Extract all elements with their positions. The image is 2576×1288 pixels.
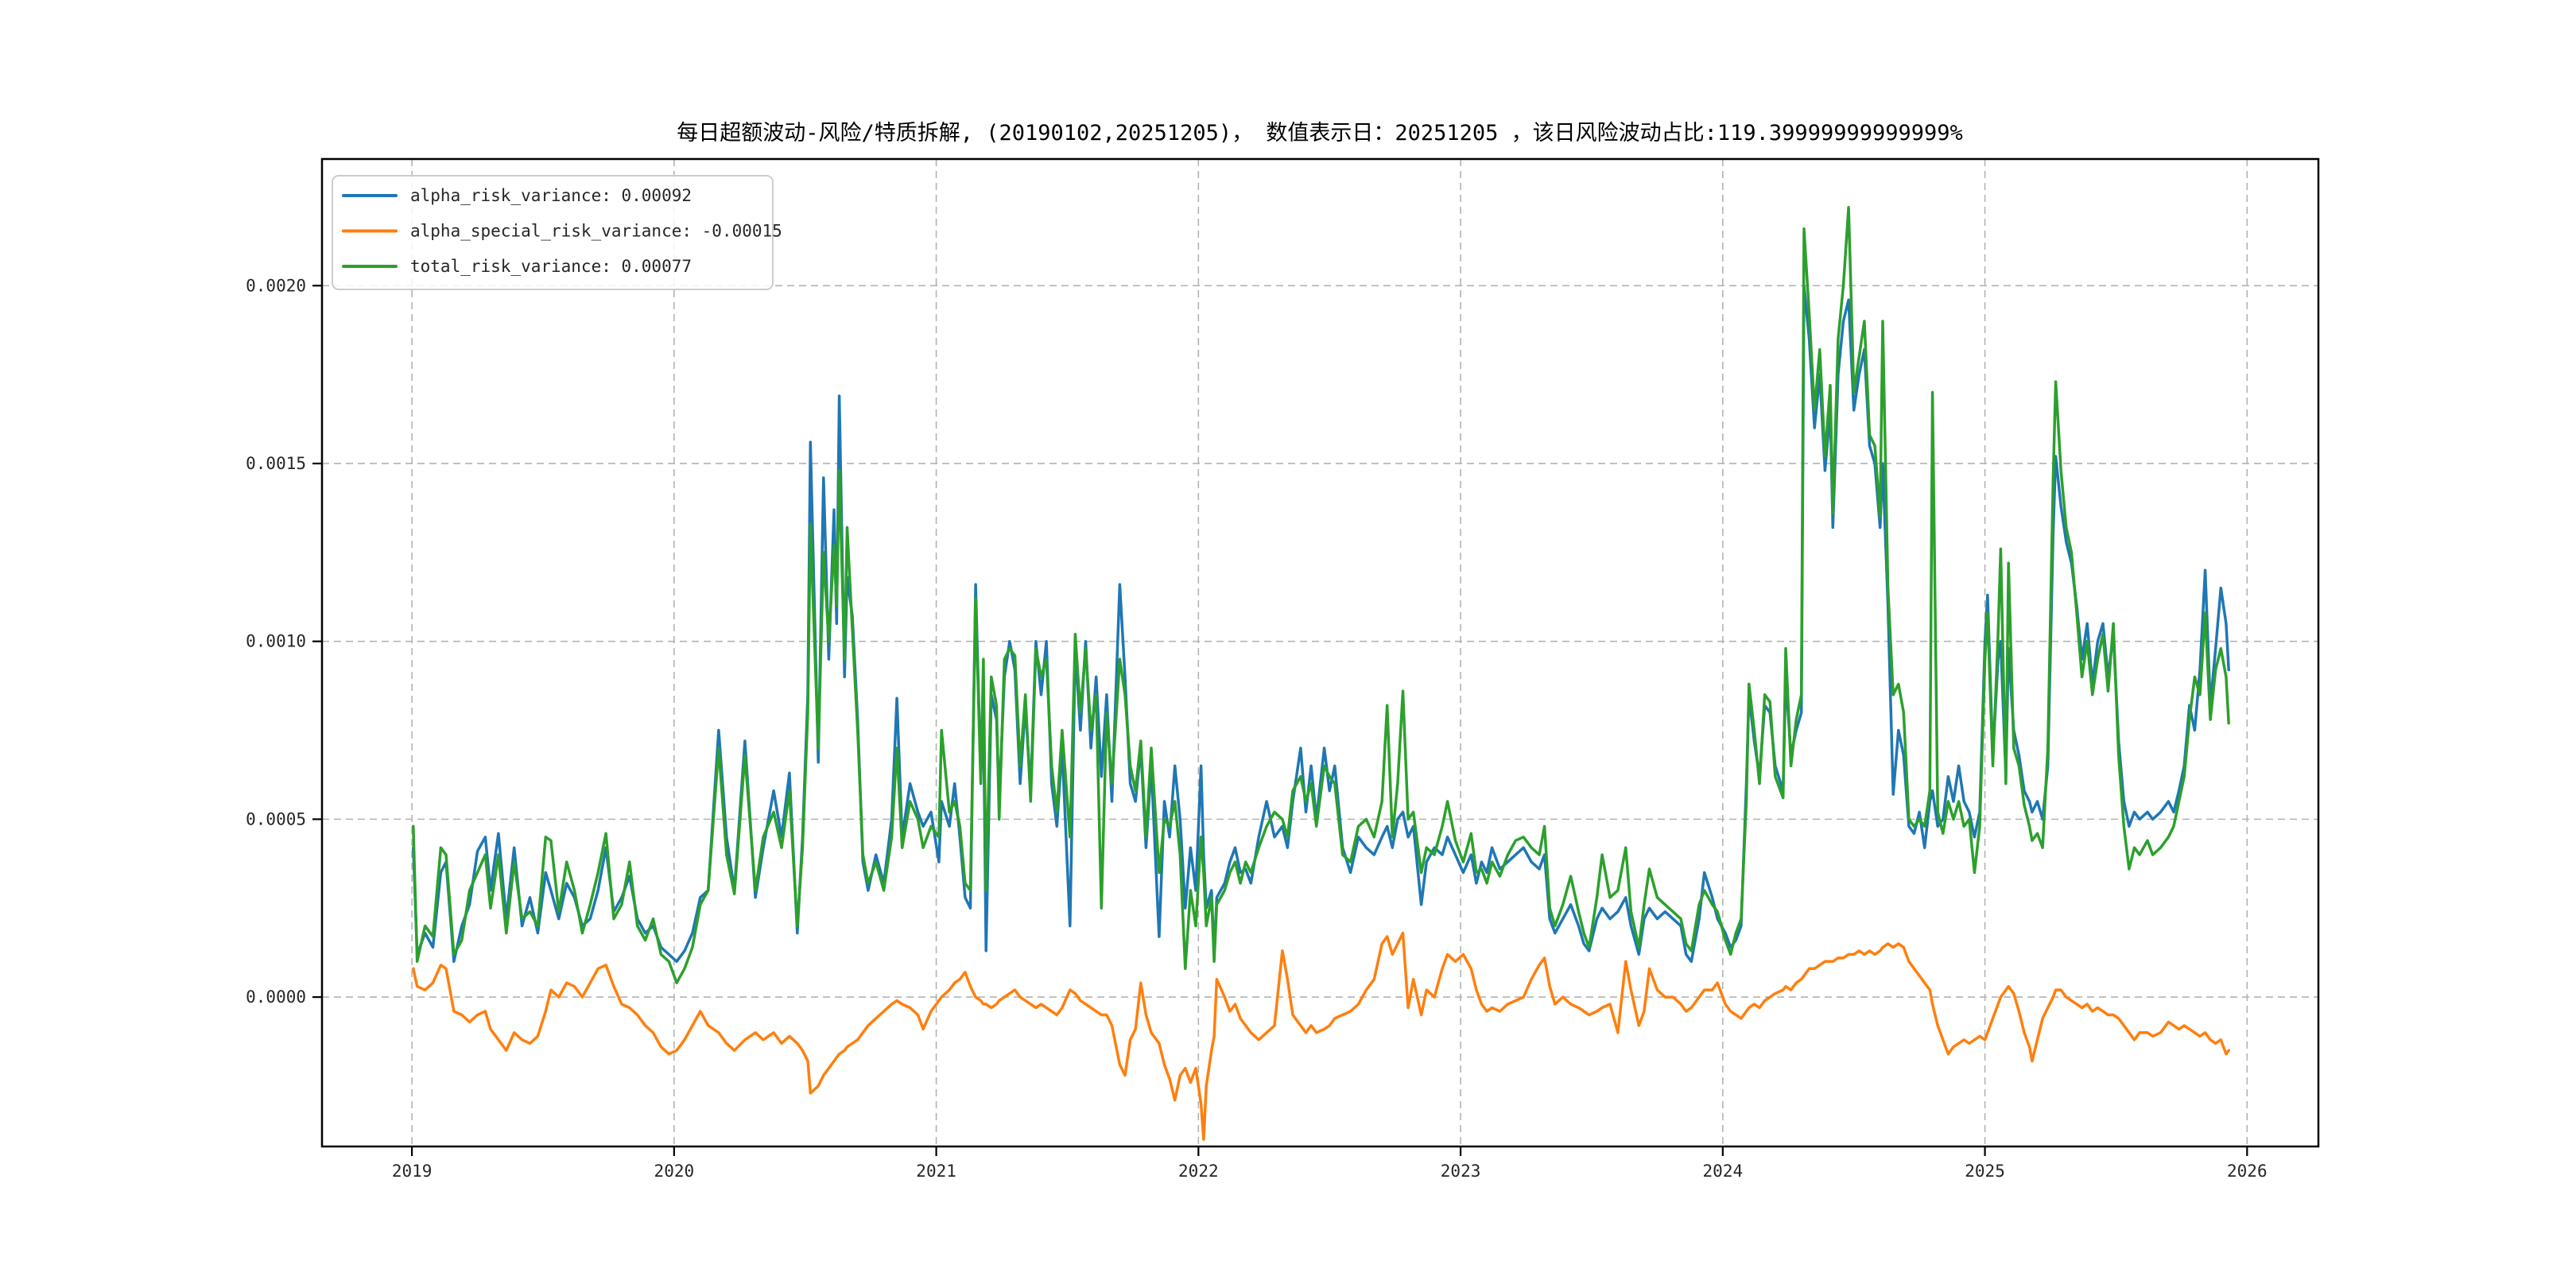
plot-border (320, 157, 2320, 1148)
y-tick-label: 0.0020 (246, 276, 306, 295)
y-tick-label: 0.0000 (246, 987, 306, 1007)
legend-entry-label: alpha_risk_variance: 0.00092 (410, 186, 692, 205)
series-line-alpha_special_risk_variance (412, 931, 2230, 1141)
x-tick-label: 2026 (2227, 1162, 2268, 1181)
x-tick-label: 2024 (1703, 1162, 1744, 1181)
y-tick-label: 0.0015 (246, 454, 306, 473)
x-tick-label: 2022 (1178, 1162, 1219, 1181)
y-tick-label: 0.0010 (246, 632, 306, 651)
series-layer (412, 206, 2230, 1141)
series-line-total_risk_variance (412, 206, 2230, 984)
legend-box (332, 175, 774, 290)
x-tick-label: 2021 (916, 1162, 956, 1181)
x-tick-label: 2020 (654, 1162, 695, 1181)
x-tick-label: 2023 (1441, 1162, 1481, 1181)
axis-layer: 2019 2020 2021 2022 2023 2024 2025 2026 0.0000 0.… (246, 157, 2320, 1181)
x-tick-label: 2019 (392, 1162, 433, 1181)
legend-entry-label: total_risk_variance: 0.00077 (410, 257, 692, 276)
y-tick-label: 0.0005 (246, 809, 306, 828)
x-tick-label: 2025 (1965, 1162, 2005, 1181)
legend-entry-label: alpha_special_risk_variance: -0.00015 (410, 222, 782, 241)
chart-title: 每日超额波动-风险/特质拆解, (20190102,20251205)， 数值表… (677, 121, 1963, 145)
legend-layer: alpha_risk_variance: 0.00092 alpha_specia… (332, 175, 782, 290)
